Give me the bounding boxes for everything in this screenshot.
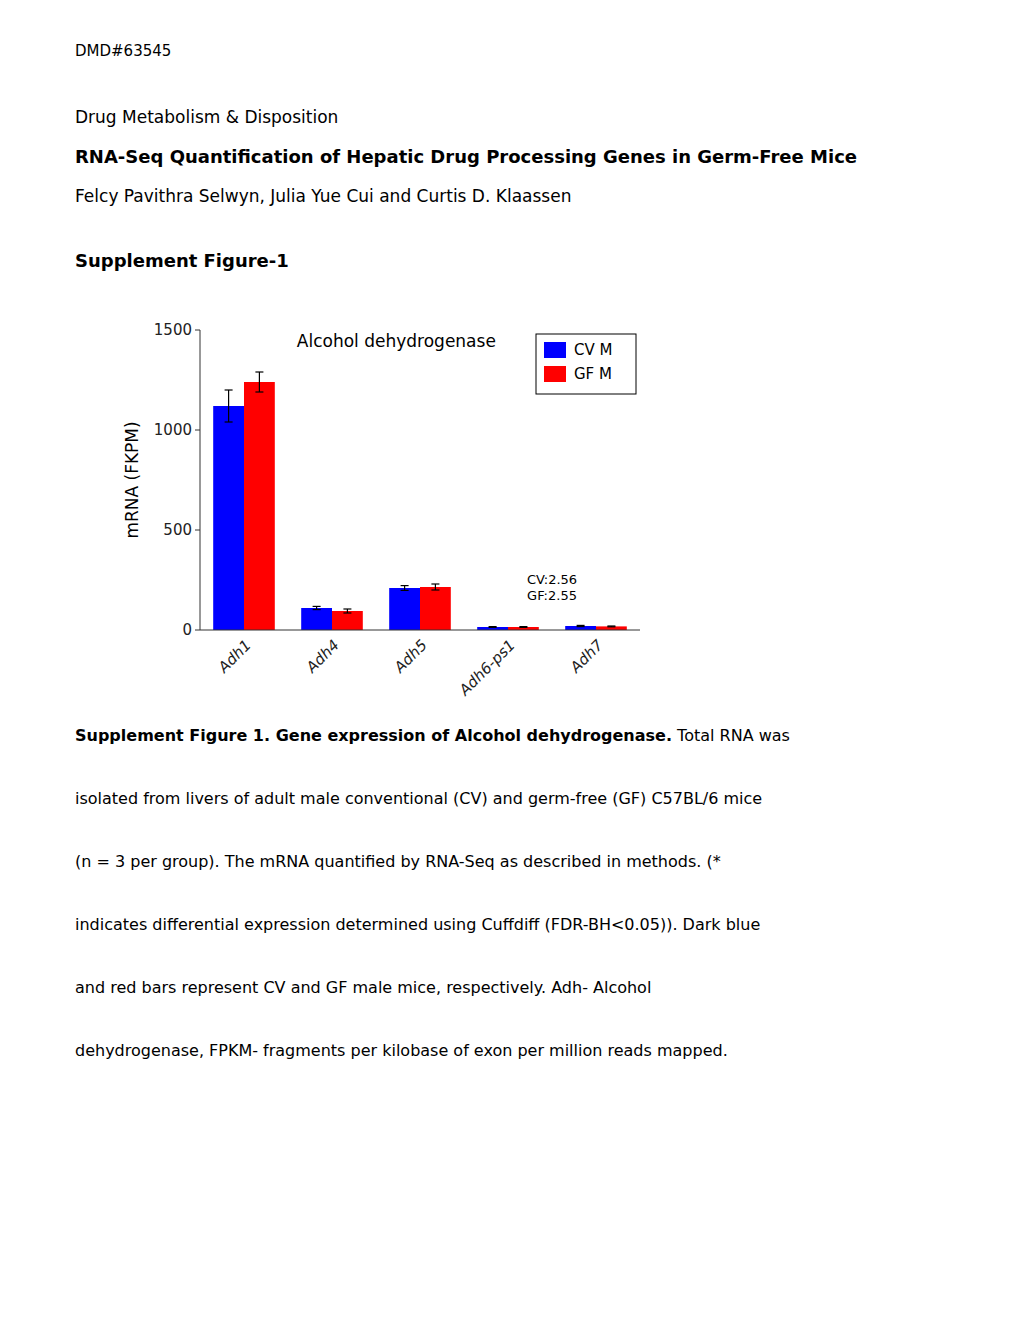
- y-axis: [200, 330, 201, 630]
- error-cap: [577, 626, 585, 627]
- error-cap: [313, 609, 321, 610]
- error-stem: [259, 372, 260, 392]
- error-bar: [577, 625, 585, 626]
- error-stem: [404, 586, 405, 591]
- paper-title: RNA-Seq Quantification of Hepatic Drug P…: [75, 146, 857, 167]
- chart: 0 500 1000 1500 Adh1 Adh4 Adh5 Adh6-ps1 Adh7 mRNA…: [122, 321, 640, 700]
- error-bar: [519, 626, 527, 628]
- error-cap: [401, 585, 409, 586]
- x-tick-label: Adh4: [302, 636, 343, 677]
- bar: [244, 382, 275, 630]
- error-cap: [577, 625, 585, 626]
- error-stem: [228, 390, 229, 422]
- error-cap: [313, 606, 321, 607]
- y-tick: [195, 330, 200, 331]
- caption-line: indicates differential expression determ…: [75, 915, 760, 934]
- annotation: CV:2.56GF:2.55: [527, 572, 577, 603]
- error-cap: [255, 371, 263, 372]
- error-cap: [607, 626, 615, 627]
- supplement-label: Supplement Figure-1: [75, 250, 289, 271]
- annotation-line: GF:2.55: [527, 588, 577, 603]
- error-bar: [431, 584, 439, 590]
- error-cap: [401, 590, 409, 591]
- error-bar: [255, 372, 263, 392]
- bar: [301, 608, 332, 630]
- background: [0, 0, 1019, 1320]
- caption-line: (n = 3 per group). The mRNA quantified b…: [75, 852, 721, 871]
- authors: Felcy Pavithra Selwyn, Julia Yue Cui and…: [75, 186, 571, 206]
- caption-line: Supplement Figure 1. Gene expression of …: [75, 726, 790, 745]
- bar: [332, 611, 363, 630]
- legend-frame: [536, 334, 636, 394]
- error-stem: [435, 584, 436, 590]
- error-cap: [343, 612, 351, 613]
- legend-label: GF M: [574, 365, 612, 383]
- y-tick: [195, 530, 200, 531]
- bar: [565, 626, 596, 630]
- error-cap: [343, 608, 351, 609]
- caption-line: dehydrogenase, FPKM- fragments per kilob…: [75, 1041, 728, 1060]
- bar: [596, 626, 627, 630]
- legend: CV M GF M: [536, 334, 636, 394]
- error-cap: [431, 583, 439, 584]
- x-tick-label: Adh6-ps1: [455, 636, 519, 700]
- error-cap: [519, 626, 527, 627]
- error-cap: [607, 625, 615, 626]
- caption-line: isolated from livers of adult male conve…: [75, 789, 762, 808]
- error-cap: [519, 627, 527, 628]
- annotation-line: CV:2.56: [527, 572, 577, 587]
- bar: [420, 587, 451, 630]
- bar: [213, 406, 244, 630]
- error-bar: [401, 586, 409, 591]
- caption-bold: Supplement Figure 1. Gene expression of …: [75, 726, 672, 745]
- y-tick: [195, 630, 200, 631]
- journal-title: Drug Metabolism & Disposition: [75, 107, 338, 127]
- error-cap: [225, 389, 233, 390]
- dmd-label: DMD#63545: [75, 42, 171, 60]
- y-tick: [195, 430, 200, 431]
- y-tick-label: 500: [163, 521, 192, 539]
- x-tick-label: Adh1: [214, 636, 255, 677]
- y-tick-label: 1000: [154, 421, 192, 439]
- caption-line: and red bars represent CV and GF male mi…: [75, 978, 651, 997]
- x-tick-label: Adh5: [390, 636, 431, 677]
- error-bar: [489, 626, 497, 628]
- chart-title: Alcohol dehydrogenase: [297, 331, 496, 351]
- error-cap: [255, 391, 263, 392]
- error-bar: [225, 390, 233, 422]
- x-tick-label: Adh7: [566, 636, 607, 677]
- x-axis: [200, 630, 640, 631]
- error-bar: [343, 609, 351, 613]
- legend-swatch: [544, 366, 566, 382]
- bars: [213, 372, 627, 630]
- error-cap: [489, 626, 497, 627]
- error-bar: [313, 606, 321, 609]
- error-cap: [225, 421, 233, 422]
- y-tick-label: 1500: [154, 321, 192, 339]
- y-axis-label: mRNA (FKPM): [122, 421, 142, 538]
- error-cap: [431, 589, 439, 590]
- error-cap: [489, 627, 497, 628]
- bar: [389, 588, 420, 630]
- legend-swatch: [544, 342, 566, 358]
- caption-rest: Total RNA was: [672, 726, 790, 745]
- legend-label: CV M: [574, 341, 612, 359]
- y-tick-label: 0: [182, 621, 192, 639]
- error-bar: [607, 626, 615, 628]
- page: DMD#63545 Drug Metabolism & Disposition RN…: [0, 0, 1019, 1320]
